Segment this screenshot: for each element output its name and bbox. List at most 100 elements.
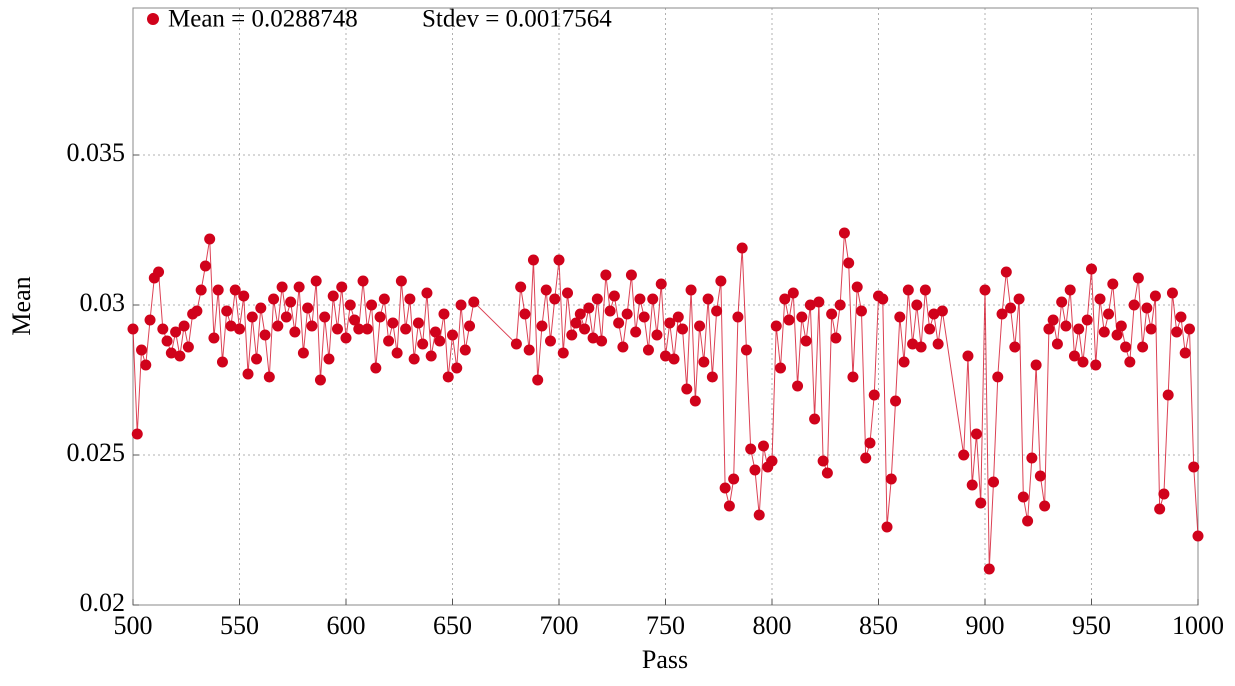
data-point xyxy=(719,482,731,494)
data-point xyxy=(1043,323,1055,335)
data-point xyxy=(621,308,633,320)
data-point xyxy=(1022,515,1034,527)
data-point xyxy=(868,389,880,401)
data-point xyxy=(459,344,471,356)
data-point xyxy=(336,281,348,293)
legend-marker xyxy=(147,13,159,25)
data-point xyxy=(779,293,791,305)
data-point xyxy=(651,329,663,341)
data-point xyxy=(1166,287,1178,299)
data-point xyxy=(557,347,569,359)
data-point xyxy=(838,227,850,239)
data-point xyxy=(1192,530,1204,542)
data-point xyxy=(510,338,522,350)
data-point xyxy=(144,314,156,326)
data-point xyxy=(562,287,574,299)
data-point xyxy=(574,308,586,320)
data-point xyxy=(1141,302,1153,314)
data-point xyxy=(408,353,420,365)
data-point xyxy=(170,326,182,338)
data-point xyxy=(272,320,284,332)
data-point xyxy=(796,311,808,323)
data-point xyxy=(140,359,152,371)
data-point xyxy=(1077,356,1089,368)
data-point xyxy=(992,371,1004,383)
data-point xyxy=(975,497,987,509)
data-point xyxy=(391,347,403,359)
x-tick-label: 800 xyxy=(753,611,792,640)
data-point xyxy=(293,281,305,293)
data-point xyxy=(1073,323,1085,335)
data-point xyxy=(702,293,714,305)
data-point xyxy=(766,455,778,467)
data-point xyxy=(1090,359,1102,371)
data-point xyxy=(349,314,361,326)
data-point xyxy=(319,311,331,323)
data-point xyxy=(178,320,190,332)
data-point xyxy=(843,257,855,269)
x-axis-label: Pass xyxy=(642,645,688,674)
data-point xyxy=(1098,326,1110,338)
data-point xyxy=(1137,341,1149,353)
data-point xyxy=(263,371,275,383)
data-point xyxy=(907,338,919,350)
data-point xyxy=(983,563,995,575)
data-point xyxy=(234,323,245,335)
data-point xyxy=(1009,341,1021,353)
data-point xyxy=(255,302,267,314)
data-point xyxy=(604,305,616,317)
data-point xyxy=(847,371,859,383)
data-point xyxy=(928,308,940,320)
data-point xyxy=(280,311,292,323)
data-point xyxy=(310,275,322,287)
data-point xyxy=(630,326,642,338)
data-point xyxy=(855,305,867,317)
series xyxy=(127,227,1204,575)
data-point xyxy=(421,287,433,299)
x-tick-label: 750 xyxy=(646,611,685,640)
data-point xyxy=(1017,491,1029,503)
data-point xyxy=(655,278,667,290)
data-point xyxy=(579,323,591,335)
data-point xyxy=(527,254,539,266)
data-point xyxy=(757,440,769,452)
data-point xyxy=(1081,314,1093,326)
data-point xyxy=(340,332,352,344)
data-point xyxy=(331,323,343,335)
data-point xyxy=(1145,323,1157,335)
data-point xyxy=(536,320,548,332)
data-point xyxy=(800,335,812,347)
data-point xyxy=(314,374,326,386)
data-point xyxy=(1060,320,1072,332)
data-point xyxy=(979,284,991,296)
data-point xyxy=(204,233,216,245)
data-point xyxy=(447,329,458,341)
data-point xyxy=(1094,293,1106,305)
data-point xyxy=(1154,503,1166,515)
data-point xyxy=(932,338,944,350)
data-point xyxy=(740,344,752,356)
ticks: 500 550 600 650 700 750 800 850 900 950 1000 0.02 0.… xyxy=(67,138,1225,640)
data-point xyxy=(285,296,297,308)
data-point xyxy=(1183,323,1195,335)
data-point xyxy=(792,380,804,392)
data-point xyxy=(753,509,765,521)
legend-label: Mean = 0.0288748 xyxy=(168,6,358,33)
data-point xyxy=(246,311,258,323)
data-point xyxy=(242,368,254,380)
data-point xyxy=(809,413,821,425)
data-point xyxy=(1162,389,1174,401)
data-point xyxy=(153,266,165,278)
data-point xyxy=(400,323,412,335)
x-tick-label: 500 xyxy=(114,611,153,640)
data-point xyxy=(1171,326,1183,338)
data-point xyxy=(1005,302,1017,314)
data-point xyxy=(442,371,454,383)
data-point xyxy=(728,473,740,485)
data-point xyxy=(685,284,697,296)
y-tick-label: 0.035 xyxy=(67,138,126,167)
data-point xyxy=(136,344,148,356)
data-point xyxy=(302,302,314,314)
